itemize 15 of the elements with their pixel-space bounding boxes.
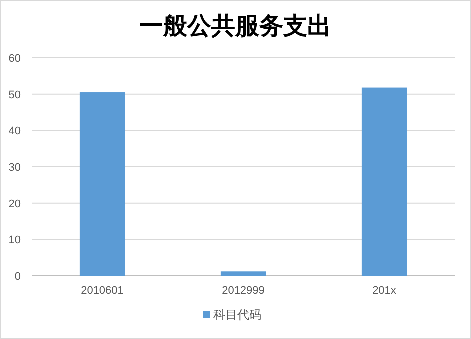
y-tick-label: 50 — [8, 89, 21, 102]
y-tick-label: 40 — [8, 126, 21, 138]
y-tick-label: 0 — [14, 271, 21, 283]
x-tick-label: 2010601 — [81, 285, 124, 297]
chart-title: 一般公共服务支出 — [140, 11, 332, 40]
x-tick-label: 2012999 — [222, 285, 265, 297]
y-tick-label: 30 — [8, 162, 21, 174]
bar — [80, 92, 126, 276]
legend-label: 科目代码 — [214, 308, 262, 322]
y-tick-label: 10 — [8, 234, 21, 247]
y-tick-label: 20 — [8, 198, 21, 210]
y-tick-label: 60 — [8, 53, 21, 65]
bar — [362, 88, 408, 276]
x-tick-label: 201x — [372, 285, 397, 297]
bar — [220, 272, 266, 276]
